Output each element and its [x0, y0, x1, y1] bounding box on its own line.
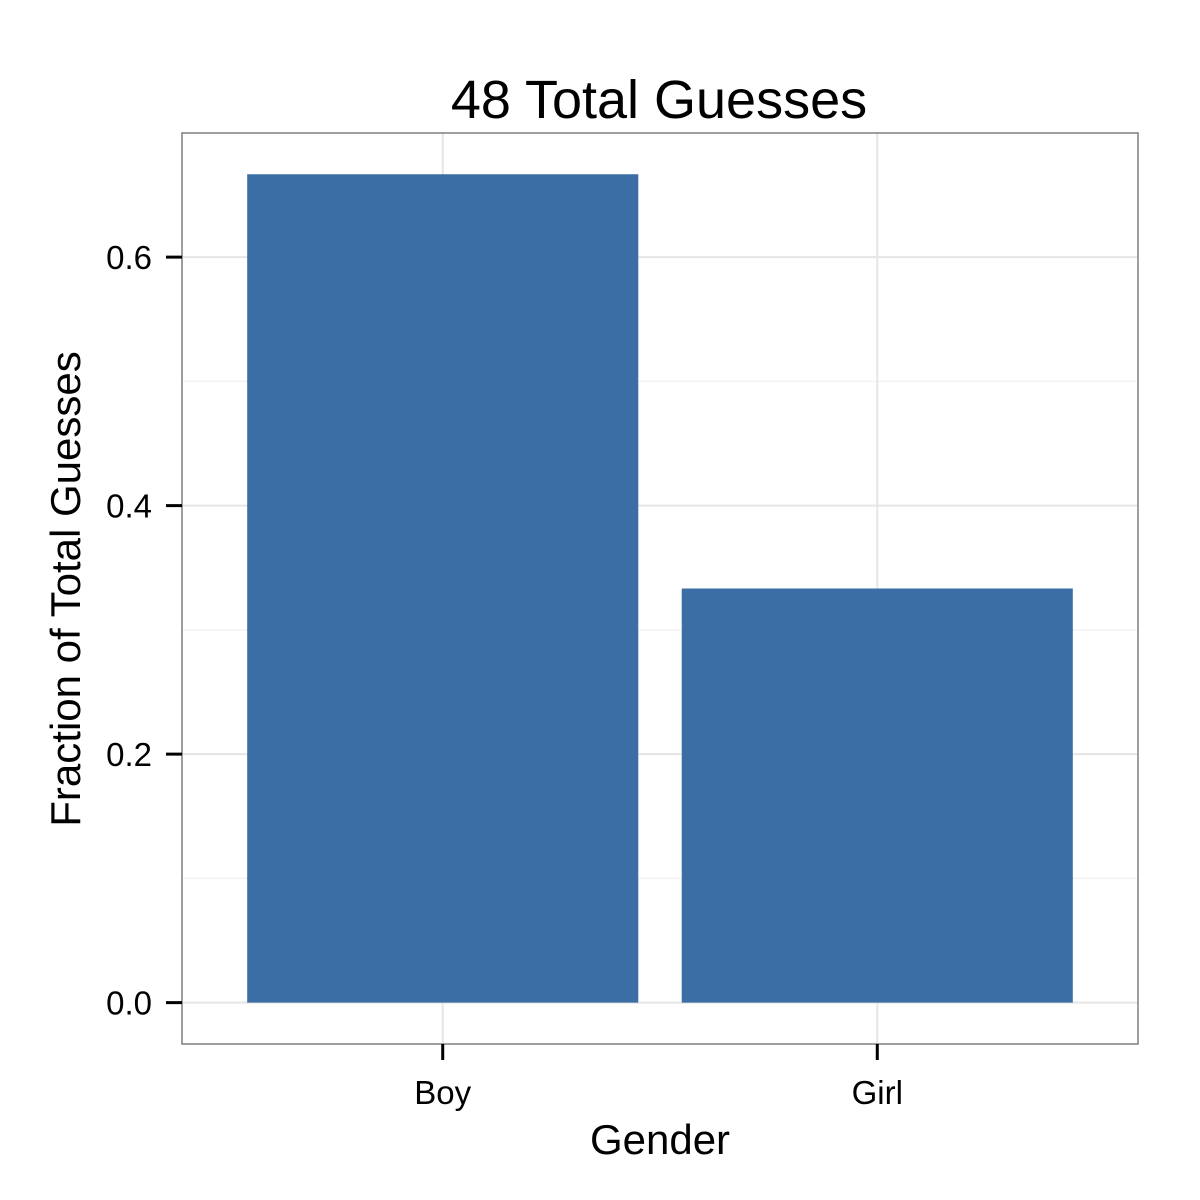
plot-panel-border	[181, 132, 1139, 1045]
chart-title: 48 Total Guesses	[451, 70, 867, 130]
bar-girl	[681, 588, 1073, 1003]
y-tick-label: 0.0	[106, 985, 152, 1022]
bar-boy	[247, 174, 639, 1003]
x-axis-title: Gender	[590, 1116, 730, 1163]
x-axis-ticks: Boy Girl	[414, 1044, 903, 1111]
y-tick-label: 0.4	[106, 488, 152, 525]
y-axis-ticks: 0.0 0.2 0.4 0.6	[106, 239, 182, 1022]
x-tick-label-boy: Boy	[414, 1074, 471, 1111]
y-tick-label: 0.6	[106, 239, 152, 276]
x-tick-label-girl: Girl	[852, 1074, 903, 1111]
bars	[247, 174, 1073, 1003]
y-tick-label: 0.2	[106, 736, 152, 773]
y-axis-title: Fraction of Total Guesses	[42, 351, 89, 826]
